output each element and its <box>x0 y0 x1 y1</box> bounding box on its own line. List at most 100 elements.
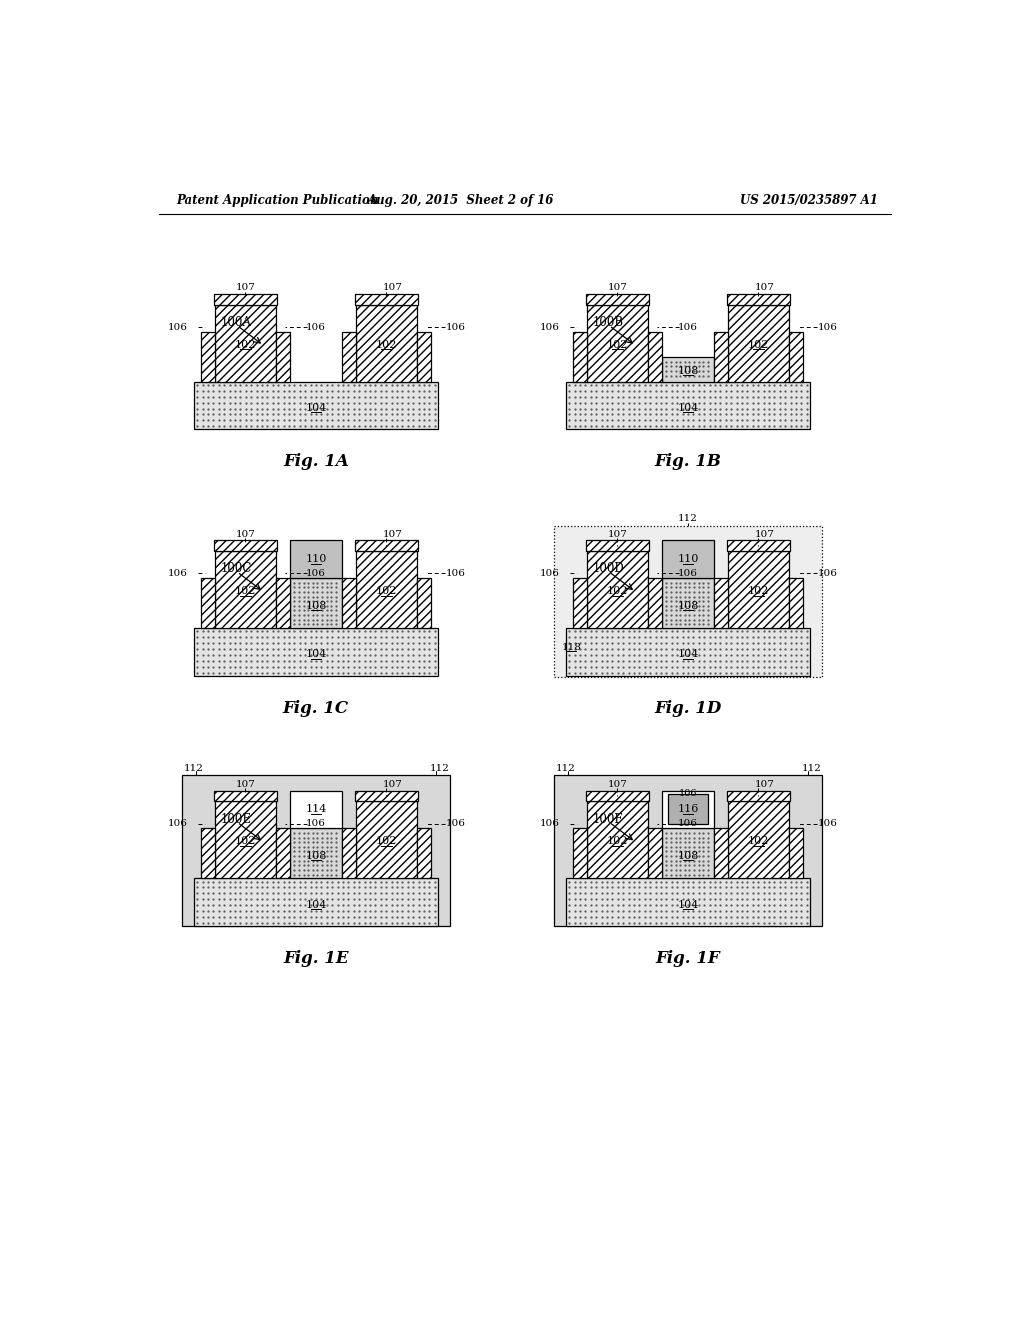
Bar <box>715 578 728 628</box>
Bar <box>587 552 647 628</box>
Bar <box>214 294 278 305</box>
Text: 106: 106 <box>679 789 697 799</box>
Text: 102: 102 <box>607 837 628 846</box>
Text: 102: 102 <box>607 586 628 597</box>
Bar <box>417 829 431 878</box>
Text: 110: 110 <box>677 554 698 564</box>
Text: 104: 104 <box>677 403 698 413</box>
Bar <box>587 801 647 878</box>
Text: 100A: 100A <box>221 315 252 329</box>
Text: 104: 104 <box>305 900 327 909</box>
Bar <box>342 829 356 878</box>
Text: 106: 106 <box>818 569 838 578</box>
Bar <box>554 527 821 677</box>
Bar <box>662 829 715 878</box>
Text: 102: 102 <box>234 586 256 597</box>
Bar <box>290 578 342 628</box>
Bar <box>728 305 788 381</box>
Text: 102: 102 <box>376 837 397 846</box>
Bar <box>342 331 356 381</box>
Bar <box>788 331 803 381</box>
Bar <box>566 878 810 927</box>
Bar <box>275 829 290 878</box>
Bar <box>215 552 275 628</box>
Text: 112: 112 <box>556 764 575 772</box>
Bar <box>215 305 275 381</box>
Text: 102: 102 <box>607 339 628 350</box>
Text: 102: 102 <box>376 339 397 350</box>
Bar <box>573 578 587 628</box>
Bar <box>354 540 418 552</box>
Bar <box>566 628 810 676</box>
Text: 107: 107 <box>607 284 628 292</box>
Bar <box>647 578 662 628</box>
Text: 107: 107 <box>607 780 628 789</box>
Text: 104: 104 <box>305 403 327 413</box>
Text: 106: 106 <box>540 820 559 828</box>
Text: 107: 107 <box>383 284 402 292</box>
Text: 108: 108 <box>305 601 327 611</box>
Bar <box>586 791 649 801</box>
Text: 106: 106 <box>678 820 698 828</box>
Text: Fig. 1C: Fig. 1C <box>283 700 349 717</box>
Text: 107: 107 <box>236 529 255 539</box>
Bar <box>356 305 417 381</box>
Text: 106: 106 <box>446 569 466 578</box>
Bar <box>566 381 810 429</box>
Text: 108: 108 <box>677 366 698 376</box>
Text: 106: 106 <box>306 322 326 331</box>
Bar <box>354 294 418 305</box>
Text: 112: 112 <box>678 515 698 523</box>
Text: 106: 106 <box>678 569 698 578</box>
Text: 102: 102 <box>748 837 769 846</box>
Bar <box>290 829 342 878</box>
Text: 107: 107 <box>383 780 402 789</box>
Text: Fig. 1D: Fig. 1D <box>654 700 722 717</box>
Bar <box>788 829 803 878</box>
Text: 116: 116 <box>677 804 698 814</box>
Text: 106: 106 <box>446 322 466 331</box>
Bar <box>202 578 215 628</box>
Text: 114: 114 <box>305 804 327 814</box>
Text: 108: 108 <box>677 601 698 611</box>
Bar <box>715 331 728 381</box>
Bar <box>728 552 788 628</box>
Bar <box>356 552 417 628</box>
Bar <box>573 829 587 878</box>
Bar <box>202 331 215 381</box>
Text: Fig. 1E: Fig. 1E <box>284 950 349 968</box>
Text: Aug. 20, 2015  Sheet 2 of 16: Aug. 20, 2015 Sheet 2 of 16 <box>368 194 554 207</box>
Bar <box>728 801 788 878</box>
Text: Fig. 1F: Fig. 1F <box>655 950 720 968</box>
Text: 100F: 100F <box>593 813 624 825</box>
Text: 107: 107 <box>755 529 774 539</box>
Bar <box>647 829 662 878</box>
Text: 100B: 100B <box>593 315 624 329</box>
Text: 118: 118 <box>561 643 582 652</box>
Bar <box>202 829 215 878</box>
Text: 106: 106 <box>540 322 559 331</box>
Text: Patent Application Publication: Patent Application Publication <box>176 194 379 207</box>
Text: 102: 102 <box>234 339 256 350</box>
Text: 106: 106 <box>167 569 187 578</box>
Text: 107: 107 <box>607 529 628 539</box>
Text: 106: 106 <box>678 322 698 331</box>
Text: 106: 106 <box>446 820 466 828</box>
Bar <box>647 331 662 381</box>
Bar <box>354 791 418 801</box>
Text: 107: 107 <box>755 284 774 292</box>
Text: 106: 106 <box>306 820 326 828</box>
Text: 112: 112 <box>430 764 450 772</box>
Text: 102: 102 <box>748 586 769 597</box>
Bar <box>554 775 821 927</box>
Text: 106: 106 <box>306 569 326 578</box>
Bar <box>342 578 356 628</box>
Text: 107: 107 <box>383 529 402 539</box>
Bar <box>573 331 587 381</box>
Bar <box>356 801 417 878</box>
Text: 107: 107 <box>236 284 255 292</box>
Text: 106: 106 <box>818 820 838 828</box>
Text: 110: 110 <box>305 554 327 564</box>
Text: 112: 112 <box>802 764 821 772</box>
Text: 104: 104 <box>677 649 698 660</box>
